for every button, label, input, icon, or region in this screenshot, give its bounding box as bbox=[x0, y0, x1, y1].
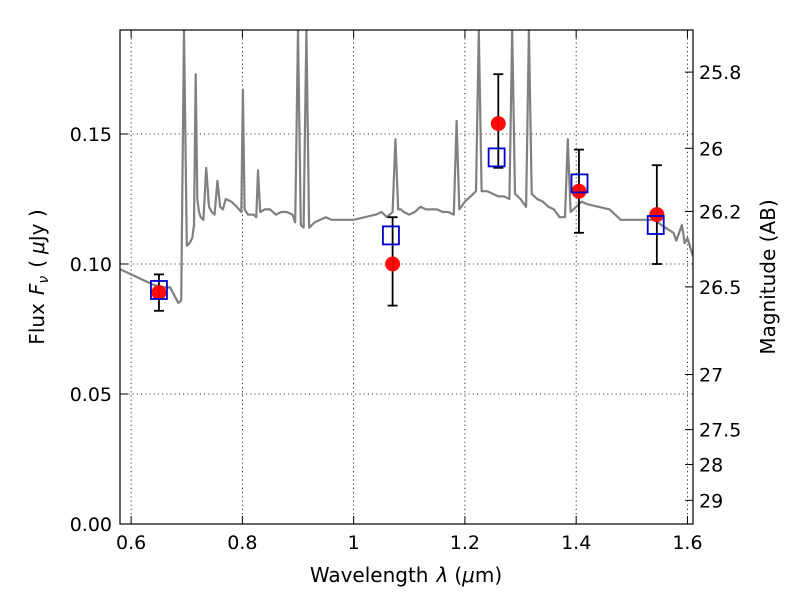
mag-tick-label: 26.5 bbox=[699, 277, 741, 299]
model-point bbox=[382, 225, 400, 246]
x-tick-label: 0.6 bbox=[116, 532, 146, 554]
x-tick-label: 0.8 bbox=[227, 532, 257, 554]
y-tick-label: 0.15 bbox=[70, 124, 112, 146]
y2-axis-label: Magnitude (AB) bbox=[756, 199, 780, 354]
observed-point bbox=[571, 183, 587, 199]
mag-tick-label: 27 bbox=[699, 365, 723, 387]
observed-point bbox=[151, 285, 167, 301]
mag-tick-label: 25.8 bbox=[699, 62, 741, 84]
spectrum-layer bbox=[120, 30, 693, 305]
mag-tick-label: 27.5 bbox=[699, 420, 741, 442]
mag-tick-label: 29 bbox=[699, 490, 723, 512]
points-layer bbox=[150, 73, 665, 312]
mag-tick-label: 26 bbox=[699, 138, 723, 160]
plot-frame bbox=[119, 29, 694, 525]
model-point bbox=[570, 173, 589, 194]
mag-tick-label: 26.2 bbox=[699, 201, 741, 223]
x-tick-label: 1.4 bbox=[561, 532, 591, 554]
x-tick-label: 1.2 bbox=[450, 532, 480, 554]
x-axis-label: Wavelength λ (μm) bbox=[310, 563, 502, 587]
tick-layer: 0.6 0.8 1 1.2 1.4 1.6 0.00 0.05 0.10 0.15 25.8 26 26… bbox=[70, 30, 741, 554]
y-tick-label: 0.00 bbox=[70, 514, 112, 536]
observed-point bbox=[385, 256, 401, 272]
grid-lines bbox=[120, 30, 693, 524]
x-tick-label: 1.6 bbox=[672, 532, 702, 554]
y-tick-label: 0.10 bbox=[70, 254, 112, 276]
y-tick-label: 0.05 bbox=[70, 384, 112, 406]
model-point bbox=[487, 147, 506, 168]
x-tick-label: 1 bbox=[348, 532, 360, 554]
y-axis-label: FluxFν(μJy ) bbox=[25, 209, 52, 344]
observed-point bbox=[490, 116, 506, 132]
model-point bbox=[150, 280, 168, 300]
spectrum-line bbox=[120, 30, 693, 305]
observed-point bbox=[649, 207, 665, 223]
mag-tick-label: 28 bbox=[699, 454, 723, 476]
model-point bbox=[646, 215, 665, 235]
